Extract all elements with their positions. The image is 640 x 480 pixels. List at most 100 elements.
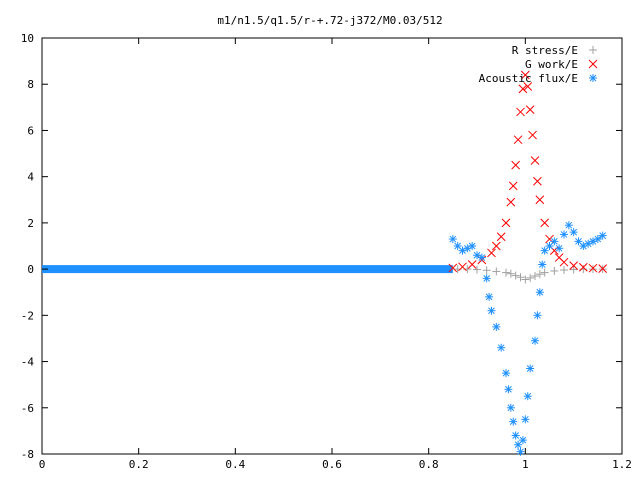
data-point (502, 369, 510, 378)
data-point (497, 343, 506, 352)
data-point (598, 264, 608, 274)
data-point (508, 181, 518, 191)
data-point (531, 272, 539, 281)
data-point (531, 336, 539, 345)
y-tick-label: 10 (21, 32, 34, 45)
y-tick-label: 2 (27, 217, 34, 230)
x-tick-label: 0.6 (322, 458, 342, 471)
data-point (485, 292, 494, 301)
y-tick-label: -2 (21, 309, 34, 322)
legend-label: R stress/E (512, 44, 578, 57)
data-point (535, 288, 544, 297)
y-tick-label: -6 (21, 402, 34, 415)
data-point (468, 242, 477, 250)
data-point (555, 244, 564, 253)
data-point (511, 431, 520, 440)
data-point (453, 242, 462, 250)
data-point (528, 130, 537, 140)
y-tick-label: -8 (21, 448, 34, 461)
chart-title: m1/n1.5/q1.5/r-+.72-j372/M0.03/512 (217, 14, 442, 27)
x-tick-label: 0.2 (129, 458, 149, 471)
data-point (569, 228, 578, 237)
y-tick-label: 6 (27, 124, 34, 137)
data-point (516, 273, 525, 282)
data-point (491, 241, 501, 251)
data-point (518, 84, 528, 94)
data-point (535, 270, 544, 279)
data-point (540, 218, 550, 228)
y-tick-label: 8 (27, 78, 34, 91)
data-point (513, 135, 523, 145)
data-point (482, 266, 491, 275)
data-point (578, 262, 588, 272)
data-point (511, 160, 521, 170)
x-tick-label: 1 (522, 458, 529, 471)
data-point (473, 265, 481, 274)
data-point (569, 261, 579, 270)
data-point (477, 253, 486, 262)
data-point (509, 417, 518, 426)
data-point (540, 268, 549, 277)
legend-marker (589, 46, 597, 54)
data-point (526, 273, 535, 282)
x-tick-label: 0.4 (225, 458, 245, 471)
data-point (589, 265, 597, 274)
data-point (506, 403, 515, 412)
data-point (518, 436, 527, 445)
data-point (487, 248, 496, 258)
data-point (533, 311, 542, 320)
data-point (593, 235, 602, 244)
data-point (550, 237, 559, 246)
data-point (560, 230, 568, 239)
y-tick-label: -4 (21, 356, 35, 369)
data-point (516, 447, 525, 456)
data-point (588, 263, 598, 273)
data-point (530, 156, 540, 165)
data-point (523, 82, 533, 91)
legend-marker (588, 59, 598, 69)
data-point (584, 239, 593, 248)
data-point (560, 266, 568, 275)
y-axis: -8 -6 -4 -2 0 2 4 6 8 10 (21, 32, 622, 461)
y-tick-label: 0 (27, 263, 34, 276)
x-tick-label: 0.8 (419, 458, 439, 471)
data-point (487, 306, 496, 315)
data-point (458, 262, 467, 272)
data-point (525, 105, 535, 114)
series-r-stress-e (453, 265, 607, 284)
x-tick-label: 1.2 (612, 458, 632, 471)
data-point (523, 392, 532, 401)
x-axis: 0 0.2 0.4 0.6 0.8 1 1.2 (39, 38, 632, 471)
legend-label: G work/E (525, 58, 578, 71)
data-point (533, 176, 542, 186)
data-point (550, 266, 559, 275)
series-layer (448, 70, 608, 456)
y-tick-label: 4 (27, 171, 34, 184)
data-point (564, 221, 573, 230)
data-point (538, 260, 547, 269)
series-acoustic-flux-e (448, 221, 607, 456)
legend-label: Acoustic flux/E (479, 72, 578, 85)
acoustic-flux-baseline-band (42, 265, 453, 274)
legend-marker (589, 74, 597, 82)
x-tick-label: 0 (39, 458, 46, 471)
data-point (535, 195, 545, 205)
data-point (516, 107, 525, 117)
data-point (492, 267, 501, 276)
data-point (448, 263, 458, 273)
data-point (569, 265, 578, 274)
data-point (598, 231, 607, 240)
data-point (579, 265, 588, 274)
data-point (559, 257, 569, 267)
data-point (521, 415, 530, 424)
data-point (492, 322, 501, 331)
data-point (448, 235, 457, 244)
data-point (467, 260, 477, 269)
data-point (511, 271, 520, 280)
data-point (521, 275, 530, 284)
data-point (501, 218, 511, 228)
data-point (504, 385, 513, 394)
